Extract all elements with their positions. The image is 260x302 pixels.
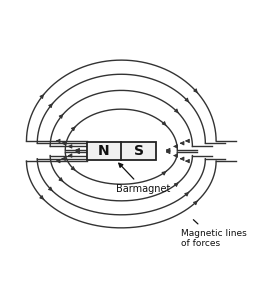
Text: Barmagnet: Barmagnet <box>116 163 170 194</box>
Bar <box>87 142 156 160</box>
Text: Magnetic lines
of forces: Magnetic lines of forces <box>180 220 246 248</box>
Text: N: N <box>98 144 110 158</box>
Text: S: S <box>134 144 144 158</box>
